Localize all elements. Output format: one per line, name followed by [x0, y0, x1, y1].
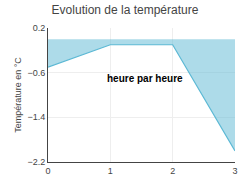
svg-text:0.2: 0.2 — [33, 23, 46, 33]
svg-text:−2.2: −2.2 — [27, 157, 45, 167]
svg-text:0: 0 — [45, 166, 50, 176]
svg-text:2: 2 — [170, 166, 175, 176]
svg-text:Température en °C: Température en °C — [13, 57, 23, 133]
svg-text:1: 1 — [108, 166, 113, 176]
svg-text:heure par heure: heure par heure — [107, 73, 183, 84]
svg-text:Evolution de la température: Evolution de la température — [52, 3, 199, 17]
svg-text:3: 3 — [232, 166, 237, 176]
svg-text:−0.6: −0.6 — [27, 68, 45, 78]
svg-text:−1.4: −1.4 — [27, 112, 45, 122]
